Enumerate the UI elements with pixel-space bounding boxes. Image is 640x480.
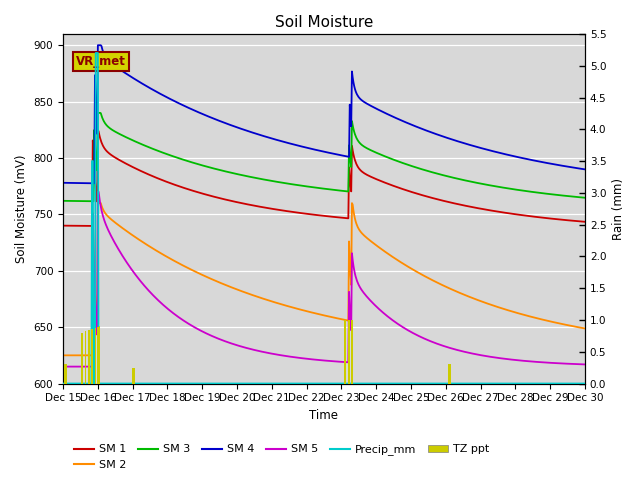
Bar (348, 320, 350, 384)
Bar (92, 329, 93, 384)
Legend: SM 1, SM 2, SM 3, SM 4, SM 5, Precip_mm, TZ ppt: SM 1, SM 2, SM 3, SM 4, SM 5, Precip_mm,… (69, 440, 494, 474)
Bar (95, 327, 97, 384)
Y-axis label: Rain (mm): Rain (mm) (612, 178, 625, 240)
Bar (132, 368, 134, 384)
Bar (65, 364, 66, 384)
Bar (352, 320, 353, 384)
X-axis label: Time: Time (310, 409, 339, 422)
Bar (348, 320, 349, 384)
Bar (85, 331, 86, 384)
Bar (345, 320, 346, 384)
Bar (81, 333, 83, 384)
Title: Soil Moisture: Soil Moisture (275, 15, 373, 30)
Bar (97, 327, 99, 384)
Bar (65, 364, 67, 384)
Text: VR_met: VR_met (76, 55, 126, 69)
Y-axis label: Soil Moisture (mV): Soil Moisture (mV) (15, 155, 28, 263)
Bar (351, 320, 353, 384)
Bar (449, 364, 451, 384)
Bar (344, 320, 346, 384)
Bar (132, 368, 134, 384)
Bar (450, 364, 451, 384)
Bar (88, 330, 90, 384)
Bar (99, 326, 100, 384)
Bar (449, 364, 450, 384)
Bar (134, 368, 135, 384)
Bar (64, 364, 65, 384)
